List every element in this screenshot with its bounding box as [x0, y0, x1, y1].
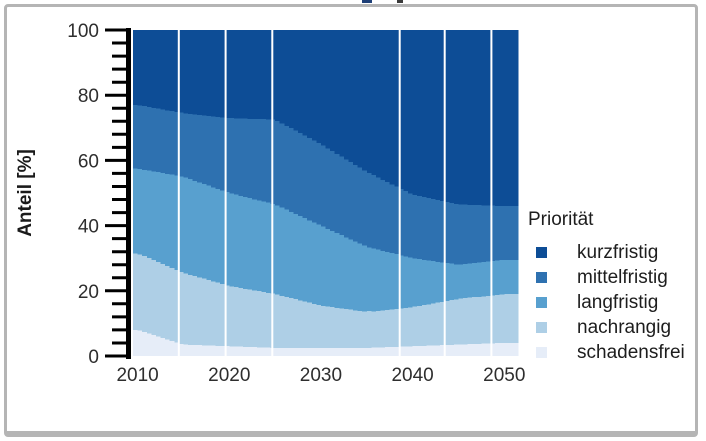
- svg-text:80: 80: [78, 86, 99, 107]
- legend-swatch-kurzfristig: [536, 247, 547, 258]
- svg-text:2050: 2050: [483, 365, 525, 386]
- cropped-title-artifact: [362, 0, 372, 3]
- legend-swatch-mittelfristig: [536, 272, 547, 283]
- svg-text:100: 100: [67, 21, 99, 42]
- legend-label: nachrangig: [577, 316, 672, 338]
- legend-swatch-schadensfrei: [536, 347, 547, 358]
- svg-text:60: 60: [78, 151, 99, 172]
- svg-text:20: 20: [78, 282, 99, 303]
- legend-item: mittelfristig: [528, 265, 700, 290]
- legend-label: mittelfristig: [577, 266, 668, 288]
- legend-item: langfristig: [528, 290, 700, 315]
- svg-text:40: 40: [78, 217, 99, 238]
- legend-item: kurzfristig: [528, 240, 700, 265]
- legend: Priorität kurzfristig mittelfristig lang…: [528, 209, 700, 365]
- svg-text:2040: 2040: [391, 365, 433, 386]
- svg-text:2030: 2030: [300, 365, 342, 386]
- legend-title: Priorität: [528, 209, 594, 230]
- legend-item: schadensfrei: [528, 340, 700, 365]
- cropped-title-artifact: [397, 0, 403, 3]
- legend-label: schadensfrei: [577, 341, 685, 363]
- svg-text:0: 0: [88, 347, 99, 368]
- legend-swatch-langfristig: [536, 297, 547, 308]
- y-axis-title: Anteil [%]: [15, 149, 36, 237]
- legend-swatch-nachrangig: [536, 322, 547, 333]
- legend-item: nachrangig: [528, 315, 700, 340]
- legend-label: langfristig: [577, 291, 659, 313]
- svg-text:2020: 2020: [208, 365, 250, 386]
- legend-label: kurzfristig: [577, 241, 659, 263]
- svg-text:2010: 2010: [116, 365, 158, 386]
